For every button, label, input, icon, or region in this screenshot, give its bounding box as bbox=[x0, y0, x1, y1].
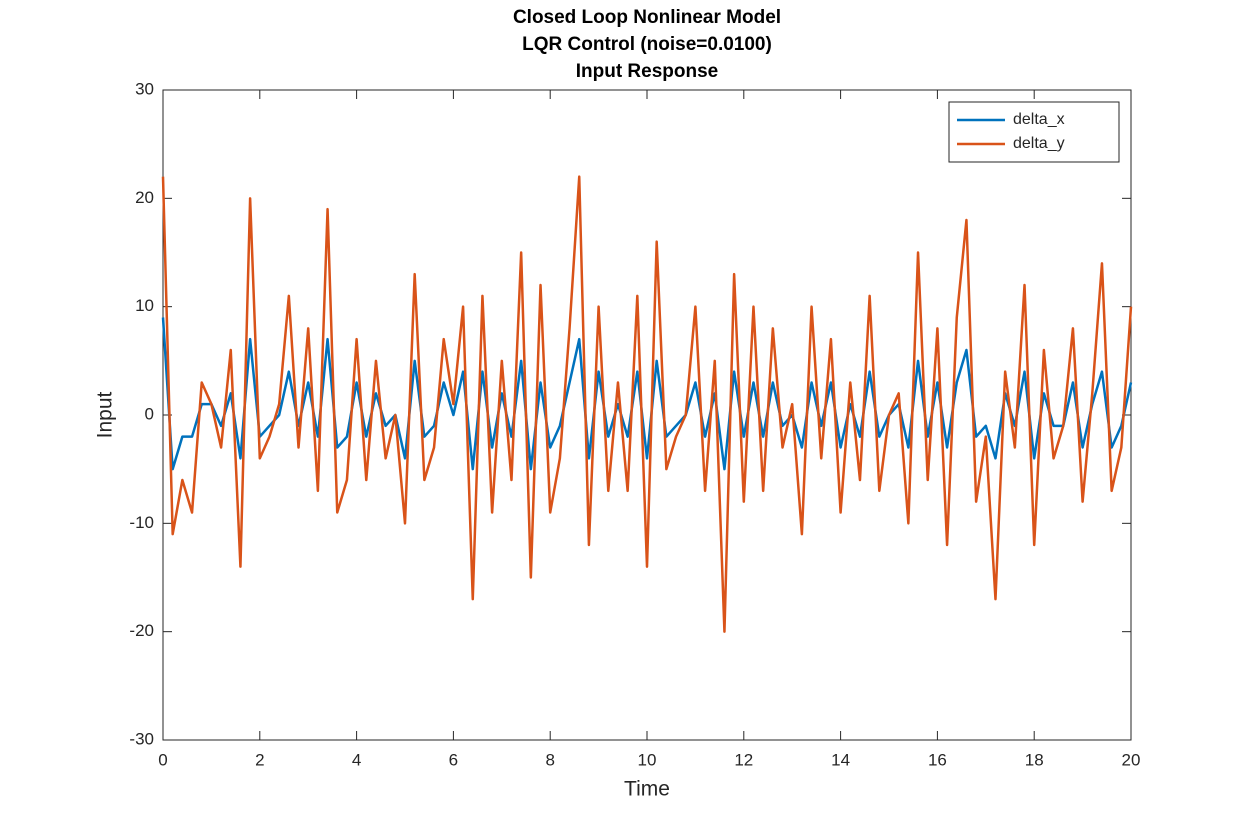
chart-title: LQR Control (noise=0.0100) bbox=[522, 34, 772, 55]
x-tick-label: 6 bbox=[449, 750, 458, 769]
y-tick-label: -20 bbox=[129, 621, 154, 640]
x-tick-label: 20 bbox=[1122, 750, 1141, 769]
chart-title: Input Response bbox=[576, 61, 719, 82]
y-axis-label: Input bbox=[94, 391, 117, 438]
x-tick-label: 10 bbox=[638, 750, 657, 769]
y-tick-label: 0 bbox=[145, 404, 154, 423]
legend-label: delta_x bbox=[1013, 111, 1065, 128]
y-tick-label: -10 bbox=[129, 513, 154, 532]
legend-box bbox=[948, 101, 1120, 163]
x-tick-label: 14 bbox=[831, 750, 850, 769]
x-tick-label: 12 bbox=[734, 750, 753, 769]
y-tick-label: 30 bbox=[135, 79, 154, 98]
legend-label: delta_y bbox=[1013, 135, 1065, 152]
x-tick-label: 8 bbox=[545, 750, 554, 769]
chart-title: Closed Loop Nonlinear Model bbox=[513, 7, 781, 28]
plot-area bbox=[162, 89, 1132, 741]
series-line bbox=[161, 317, 1133, 471]
x-tick-label: 18 bbox=[1025, 750, 1044, 769]
y-tick-label: 10 bbox=[135, 296, 154, 315]
y-tick-label: -30 bbox=[129, 729, 154, 748]
x-tick-label: 4 bbox=[352, 750, 361, 769]
y-tick-label: 20 bbox=[135, 188, 154, 207]
x-tick-label: 2 bbox=[255, 750, 264, 769]
x-tick-label: 16 bbox=[928, 750, 947, 769]
x-axis-label: Time bbox=[624, 778, 670, 801]
x-tick-label: 0 bbox=[158, 750, 167, 769]
series-line bbox=[161, 175, 1133, 633]
